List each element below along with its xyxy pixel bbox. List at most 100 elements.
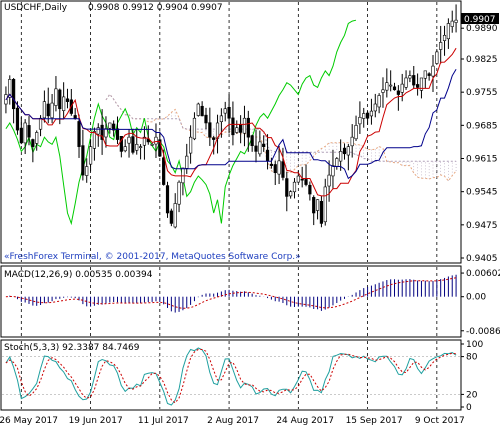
stoch-panel bbox=[0, 339, 462, 411]
candle-body bbox=[377, 95, 381, 108]
candle-body bbox=[323, 186, 327, 223]
candle-body bbox=[335, 158, 339, 167]
y-tick-label: 0.9405 bbox=[466, 254, 498, 264]
candle-body bbox=[150, 143, 154, 146]
candle-body bbox=[346, 146, 350, 156]
candle-body bbox=[239, 124, 243, 133]
stoch-tick-label: 80 bbox=[466, 353, 478, 363]
candle-body bbox=[235, 127, 239, 133]
watermark: «FreshForex Terminal, © 2001-2017, MetaQ… bbox=[4, 252, 301, 262]
price-badge-bg bbox=[461, 13, 499, 24]
candle-body bbox=[142, 136, 147, 146]
candle-body bbox=[319, 200, 324, 224]
candle-body bbox=[35, 132, 39, 144]
candle-body bbox=[389, 84, 393, 87]
x-tick-label: 24 Aug 2017 bbox=[276, 416, 334, 426]
stoch-tick-label: 20 bbox=[466, 390, 478, 400]
stoch-series bbox=[2, 347, 460, 406]
macd-signal bbox=[5, 277, 457, 309]
stoch-main bbox=[5, 347, 457, 406]
axes: 26 May 2017 19 Jun 2017 11 Jul 2017 2 Aug 2… bbox=[0, 24, 500, 426]
candle-body bbox=[81, 145, 85, 176]
candle-body bbox=[58, 89, 62, 110]
candle-body bbox=[450, 20, 454, 27]
candle-body bbox=[135, 143, 139, 151]
candle-body bbox=[416, 84, 420, 88]
candle-body bbox=[204, 114, 208, 124]
candle-body bbox=[231, 117, 235, 136]
candle-body bbox=[54, 88, 58, 106]
candle-body bbox=[154, 136, 158, 145]
candle-body bbox=[339, 151, 343, 162]
candle-body bbox=[189, 136, 193, 154]
candle-body bbox=[196, 103, 200, 116]
candle-body bbox=[192, 117, 197, 140]
candle-body bbox=[173, 203, 177, 228]
candle-body bbox=[385, 82, 389, 91]
candle-body bbox=[439, 42, 443, 50]
symbol-label: USDCHF,Daily bbox=[4, 3, 68, 13]
candle-body bbox=[85, 166, 89, 176]
candle-body bbox=[65, 98, 70, 102]
candle-body bbox=[354, 125, 358, 140]
candle-body bbox=[365, 112, 370, 119]
x-tick-label: 19 Jun 2017 bbox=[69, 416, 123, 426]
ichimoku-lines bbox=[5, 47, 457, 197]
candle-body bbox=[23, 122, 27, 144]
candle-body bbox=[146, 138, 150, 143]
stoch-tick-label: 0 bbox=[466, 403, 472, 413]
x-tick-label: 15 Sep 2017 bbox=[346, 416, 403, 426]
candle-body bbox=[350, 136, 354, 147]
macd-tick-label: -0.00868 bbox=[466, 327, 500, 337]
x-tick-label: 11 Jul 2017 bbox=[138, 416, 189, 426]
candle-body bbox=[138, 146, 143, 148]
x-tick-label: 26 May 2017 bbox=[0, 416, 58, 426]
candle-body bbox=[8, 79, 12, 98]
candle-body bbox=[442, 35, 447, 41]
candle-body bbox=[446, 23, 450, 40]
candle-body bbox=[62, 96, 66, 111]
candle-body bbox=[265, 149, 270, 162]
candle-body bbox=[223, 108, 227, 114]
y-tick-label: 0.9890 bbox=[466, 24, 498, 34]
candle-body bbox=[219, 115, 223, 123]
candle-body bbox=[289, 191, 293, 197]
candle-body bbox=[454, 19, 458, 23]
candle-body bbox=[435, 51, 439, 64]
candle-body bbox=[342, 147, 347, 155]
candle-body bbox=[373, 103, 377, 112]
candle-body bbox=[423, 70, 427, 79]
candle-body bbox=[200, 105, 204, 117]
candle-body bbox=[212, 137, 216, 140]
price-panel bbox=[0, 0, 462, 264]
candle-body bbox=[115, 128, 120, 140]
candle-body bbox=[177, 181, 181, 205]
ohlc-label: 0.9908 0.9912 0.9904 0.9907 bbox=[88, 3, 223, 13]
candle-body bbox=[208, 122, 212, 138]
candle-body bbox=[381, 89, 385, 93]
candle-body bbox=[258, 141, 262, 155]
candle-body bbox=[315, 199, 320, 211]
candle-body bbox=[112, 123, 116, 131]
candle-body bbox=[412, 75, 416, 86]
candle-body bbox=[131, 136, 135, 153]
candle-body bbox=[100, 124, 104, 140]
macd-tick-label: 0.00602 bbox=[466, 269, 500, 279]
candle-body bbox=[273, 164, 277, 174]
candle-body bbox=[331, 165, 335, 177]
candle-body bbox=[400, 83, 404, 93]
candle-body bbox=[254, 145, 258, 152]
candle-body bbox=[73, 115, 77, 119]
candle-body bbox=[296, 175, 300, 183]
stoch-tick-label: 100 bbox=[466, 340, 483, 350]
candle-body bbox=[292, 181, 297, 193]
stoch-signal bbox=[5, 348, 457, 404]
candle-body bbox=[50, 102, 54, 119]
candle-body bbox=[369, 110, 374, 117]
candle-body bbox=[104, 128, 108, 138]
y-tick-label: 0.9825 bbox=[466, 55, 498, 65]
y-tick-label: 0.9685 bbox=[466, 121, 498, 131]
candle-body bbox=[312, 197, 316, 214]
